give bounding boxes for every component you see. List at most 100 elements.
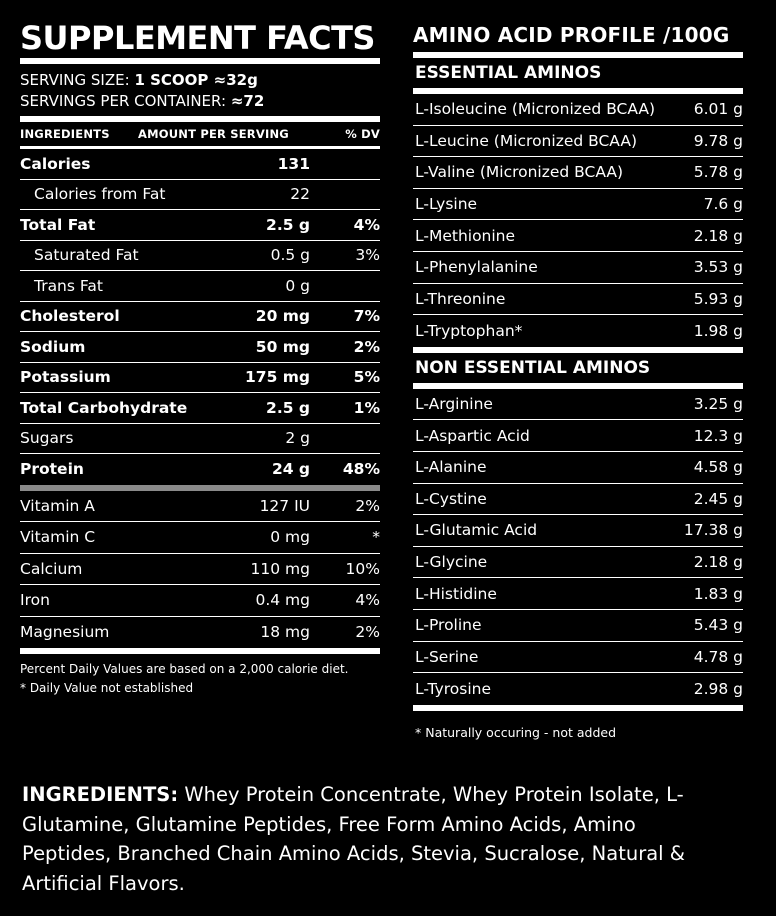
vitamin-amount: 0 mg: [270, 528, 310, 547]
thick-divider: [413, 704, 743, 711]
nonessential-aminos-heading: NON ESSENTIAL AMINOS: [415, 357, 651, 378]
vitamin-row: Calcium 110 mg 10%: [20, 554, 380, 585]
amino-footnote: * Naturally occuring - not added: [415, 724, 617, 740]
serving-size-value: 1 SCOOP ≈32g: [134, 71, 258, 89]
nutrient-amount: 50 mg: [255, 337, 310, 356]
nutrient-amount: 131: [277, 154, 310, 173]
vitamin-dv: 2%: [355, 623, 380, 642]
amino-amount: 1.98 g: [693, 321, 743, 340]
essential-amino-list: L-Isoleucine (Micronized BCAA) 6.01 g L-Le…: [413, 94, 743, 347]
ingredients-statement: INGREDIENTS: Whey Protein Concentrate, W…: [22, 780, 722, 898]
thick-divider: [20, 648, 380, 654]
thick-divider: [413, 382, 743, 389]
thick-divider: [413, 88, 743, 94]
amino-name: L-Proline: [415, 616, 482, 635]
nutrient-dv: 2%: [353, 337, 380, 356]
nutrient-name: Potassium: [20, 368, 111, 387]
serving-size-line: SERVING SIZE: 1 SCOOP ≈32g: [20, 70, 380, 91]
amino-row: L-Leucine (Micronized BCAA) 9.78 g: [413, 126, 743, 158]
amino-amount: 2.45 g: [693, 489, 743, 508]
nutrient-row: Total Fat 2.5 g 4%: [20, 210, 380, 241]
nutrient-amount: 2 g: [285, 429, 310, 448]
amino-row: L-Serine 4.78 g: [413, 642, 743, 674]
amino-amount: 4.78 g: [693, 647, 743, 666]
amino-row: L-Isoleucine (Micronized BCAA) 6.01 g: [413, 94, 743, 126]
nutrient-list: Calories 131 Calories from Fat 22 Total Fat 2…: [20, 149, 380, 485]
vitamin-name: Vitamin A: [20, 496, 95, 515]
nonessential-amino-list: L-Arginine 3.25 g L-Aspartic Acid 12.3 g L-A…: [413, 389, 743, 705]
nutrient-dv: 48%: [342, 460, 380, 479]
vitamin-name: Iron: [20, 591, 50, 610]
amino-row: L-Phenylalanine 3.53 g: [413, 252, 743, 284]
amino-row: L-Tryptophan* 1.98 g: [413, 315, 743, 347]
vitamin-amount: 110 mg: [250, 559, 310, 578]
amino-row: L-Glutamic Acid 17.38 g: [413, 515, 743, 547]
amino-amount: 7.6 g: [703, 195, 743, 214]
vitamin-name: Calcium: [20, 559, 83, 578]
nutrient-name: Calories: [20, 154, 91, 173]
nutrient-dv: 4%: [353, 215, 380, 234]
amino-name: L-Phenylalanine: [415, 258, 538, 277]
amino-amount: 6.01 g: [693, 100, 743, 119]
column-headers: INGREDIENTS AMOUNT PER SERVING % DV: [20, 122, 380, 146]
amino-amount: 2.18 g: [693, 226, 743, 245]
servings-label: SERVINGS PER CONTAINER:: [20, 92, 227, 110]
amino-amount: 3.25 g: [693, 395, 743, 414]
vitamin-dv: 10%: [345, 559, 380, 578]
amino-acid-title: AMINO ACID PROFILE /100G: [413, 23, 730, 47]
vitamin-dv: 2%: [355, 496, 380, 515]
nutrient-row: Saturated Fat 0.5 g 3%: [20, 241, 380, 271]
amino-amount: 4.58 g: [693, 458, 743, 477]
amino-name: L-Leucine (Micronized BCAA): [415, 131, 637, 150]
amino-amount: 1.83 g: [693, 584, 743, 603]
vitamin-name: Magnesium: [20, 623, 110, 642]
nutrient-dv: 5%: [353, 368, 380, 387]
vitamin-list: Vitamin A 127 IU 2% Vitamin C 0 mg * Calcium 11…: [20, 491, 380, 649]
header-dv: % DV: [345, 127, 380, 141]
amino-row: L-Proline 5.43 g: [413, 610, 743, 642]
servings-per-container-line: SERVINGS PER CONTAINER: ≈72: [20, 91, 380, 112]
amino-name: L-Isoleucine (Micronized BCAA): [415, 100, 656, 119]
nutrient-row: Calories 131: [20, 149, 380, 180]
amino-row: L-Cystine 2.45 g: [413, 484, 743, 516]
header-amount: AMOUNT PER SERVING: [138, 127, 289, 141]
nutrient-name: Saturated Fat: [34, 246, 139, 265]
nutrient-name: Total Fat: [20, 215, 96, 234]
footnotes: Percent Daily Values are based on a 2,00…: [20, 660, 380, 698]
nutrient-dv: 7%: [353, 307, 380, 326]
nutrient-amount: 20 mg: [255, 307, 310, 326]
nutrient-row: Calories from Fat 22: [20, 180, 380, 210]
serving-info: SERVING SIZE: 1 SCOOP ≈32g SERVINGS PER …: [20, 64, 380, 116]
nutrient-name: Sugars: [20, 429, 74, 448]
amino-row: L-Glycine 2.18 g: [413, 547, 743, 579]
vitamin-amount: 18 mg: [260, 623, 310, 642]
supplement-facts-panel: SUPPLEMENT FACTS SERVING SIZE: 1 SCOOP ≈…: [20, 18, 380, 698]
nutrient-amount: 2.5 g: [266, 398, 310, 417]
amino-amount: 2.98 g: [693, 679, 743, 698]
amino-amount: 9.78 g: [693, 131, 743, 150]
vitamin-amount: 127 IU: [259, 496, 310, 515]
amino-amount: 5.43 g: [693, 616, 743, 635]
amino-row: L-Tyrosine 2.98 g: [413, 673, 743, 705]
ingredients-label: INGREDIENTS:: [22, 783, 179, 806]
thick-divider: [413, 52, 743, 58]
amino-row: L-Aspartic Acid 12.3 g: [413, 420, 743, 452]
amino-row: L-Lysine 7.6 g: [413, 189, 743, 221]
nutrient-row: Potassium 175 mg 5%: [20, 363, 380, 393]
nutrient-row: Trans Fat 0 g: [20, 271, 380, 302]
nutrient-name: Cholesterol: [20, 307, 120, 326]
amino-name: L-Glycine: [415, 553, 488, 572]
amino-name: L-Tryptophan*: [415, 321, 523, 340]
amino-row: L-Histidine 1.83 g: [413, 578, 743, 610]
nutrient-name: Protein: [20, 460, 84, 479]
amino-name: L-Alanine: [415, 458, 487, 477]
supplement-facts-title: SUPPLEMENT FACTS: [20, 19, 375, 57]
vitamin-amount: 0.4 mg: [255, 591, 310, 610]
amino-row: L-Threonine 5.93 g: [413, 284, 743, 316]
vitamin-row: Vitamin C 0 mg *: [20, 522, 380, 554]
amino-amount: 5.93 g: [693, 289, 743, 308]
nutrient-row: Total Carbohydrate 2.5 g 1%: [20, 393, 380, 424]
amino-amount: 5.78 g: [693, 163, 743, 182]
vitamin-row: Magnesium 18 mg 2%: [20, 617, 380, 649]
vitamin-row: Vitamin A 127 IU 2%: [20, 491, 380, 522]
